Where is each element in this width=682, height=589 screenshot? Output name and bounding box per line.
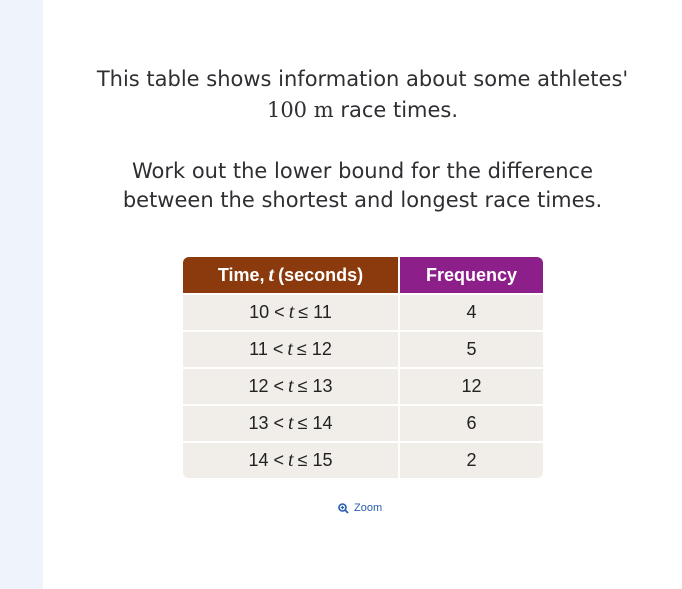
table-row: 13 < t ≤ 14 6 bbox=[183, 404, 543, 441]
table-row: 14 < t ≤ 15 2 bbox=[183, 441, 543, 478]
question-line: 100 m race times. bbox=[43, 95, 682, 125]
text: 14 < bbox=[248, 450, 285, 470]
text: ≤ 13 bbox=[297, 376, 333, 396]
variable: t bbox=[288, 375, 294, 397]
table-row: 11 < t ≤ 12 5 bbox=[183, 330, 543, 367]
interval-cell: 10 < t ≤ 11 bbox=[183, 293, 400, 330]
zoom-button[interactable]: Zoom bbox=[338, 502, 382, 514]
interval-cell: 14 < t ≤ 15 bbox=[183, 441, 400, 478]
quantity: 100 m bbox=[266, 98, 334, 122]
task-line: Work out the lower bound for the differe… bbox=[43, 156, 682, 186]
question-line: This table shows information about some … bbox=[43, 64, 682, 94]
text: race times. bbox=[340, 98, 459, 122]
variable: t bbox=[288, 412, 294, 434]
frequency-cell: 12 bbox=[400, 367, 543, 404]
text: Time, bbox=[217, 264, 265, 285]
table-row: 12 < t ≤ 13 12 bbox=[183, 367, 543, 404]
text: ≤ 14 bbox=[297, 413, 333, 433]
zoom-label: Zoom bbox=[354, 502, 383, 514]
side-strip bbox=[0, 0, 43, 589]
frequency-cell: 5 bbox=[400, 330, 543, 367]
text: Work out the lower bound for the differe… bbox=[131, 159, 594, 183]
text: ≤ 11 bbox=[298, 302, 332, 322]
table-row: 10 < t ≤ 11 4 bbox=[183, 293, 543, 330]
text: 13 < bbox=[248, 413, 285, 433]
variable: t bbox=[268, 263, 275, 286]
text: (seconds) bbox=[278, 264, 364, 285]
text: 12 < bbox=[248, 376, 285, 396]
interval-cell: 12 < t ≤ 13 bbox=[183, 367, 400, 404]
text: ≤ 12 bbox=[296, 339, 332, 359]
variable: t bbox=[287, 338, 293, 360]
text: 11 < bbox=[249, 339, 284, 359]
zoom-icon bbox=[338, 502, 349, 514]
header-cell: Frequency bbox=[400, 257, 543, 293]
text: This table shows information about some … bbox=[96, 67, 629, 91]
frequency-table: Time, t (seconds) Frequency 10 < t ≤ 11 4 11 <… bbox=[183, 257, 543, 478]
text: between the shortest and longest race ti… bbox=[122, 188, 603, 212]
frequency-cell: 2 bbox=[400, 441, 543, 478]
task-line: between the shortest and longest race ti… bbox=[43, 185, 682, 215]
interval-cell: 11 < t ≤ 12 bbox=[183, 330, 400, 367]
header-cell: Time, t (seconds) bbox=[183, 257, 400, 293]
variable: t bbox=[288, 301, 295, 323]
text: 10 < bbox=[249, 302, 285, 322]
text: ≤ 15 bbox=[297, 450, 333, 470]
variable: t bbox=[288, 449, 294, 471]
frequency-cell: 4 bbox=[400, 293, 543, 330]
frequency-cell: 6 bbox=[400, 404, 543, 441]
interval-cell: 13 < t ≤ 14 bbox=[183, 404, 400, 441]
